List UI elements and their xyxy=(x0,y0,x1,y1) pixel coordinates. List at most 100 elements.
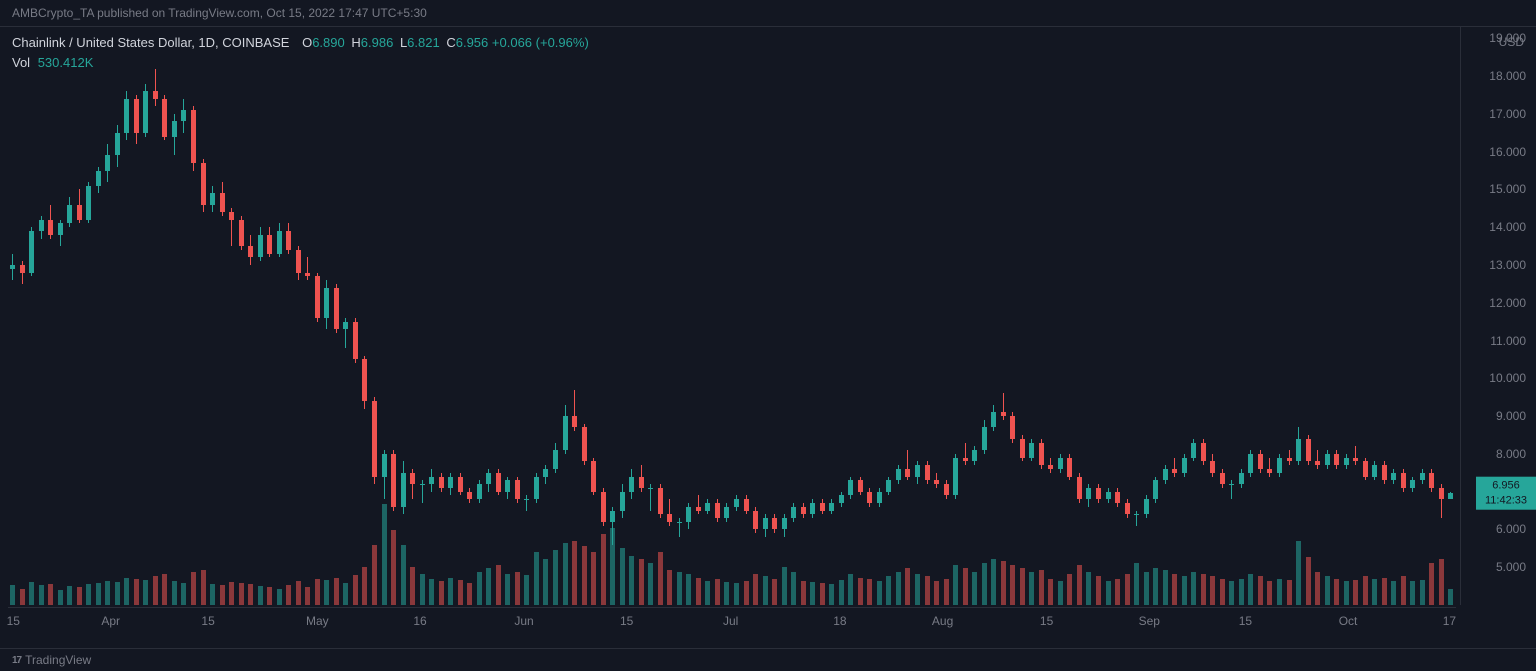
y-tick-label: 6.000 xyxy=(1496,522,1526,536)
volume-bar xyxy=(372,545,377,606)
volume-bar xyxy=(601,534,606,606)
footer: 17 TradingView xyxy=(0,648,1536,671)
volume-bar xyxy=(944,579,949,605)
y-tick-label: 14.000 xyxy=(1489,220,1526,234)
volume-bar xyxy=(820,583,825,605)
volume-bar xyxy=(153,576,158,605)
volume-bar xyxy=(982,563,987,605)
volume-bar xyxy=(467,583,472,605)
pair-info-row: Chainlink / United States Dollar, 1D, CO… xyxy=(12,35,589,50)
high-value: 6.986 xyxy=(361,35,394,50)
volume-bar xyxy=(1115,579,1120,605)
volume-bar xyxy=(496,565,501,605)
x-tick-label: 15 xyxy=(7,614,20,628)
volume-bar xyxy=(1220,579,1225,605)
volume-bar xyxy=(534,552,539,605)
volume-bar xyxy=(1153,568,1158,605)
y-tick-label: 15.000 xyxy=(1489,182,1526,196)
volume-bar xyxy=(1287,580,1292,605)
volume-bar xyxy=(524,575,529,605)
volume-bar xyxy=(582,546,587,605)
volume-bar xyxy=(296,581,301,605)
volume-bar xyxy=(1382,578,1387,606)
volume-bar xyxy=(201,570,206,605)
volume-bar xyxy=(1134,563,1139,605)
volume-bar xyxy=(801,581,806,605)
x-tick-label: Jul xyxy=(723,614,738,628)
volume-bar xyxy=(1039,570,1044,605)
volume-bar xyxy=(486,568,491,605)
volume-bar xyxy=(353,575,358,605)
volume-bar xyxy=(620,548,625,605)
y-tick-label: 11.000 xyxy=(1490,334,1526,348)
volume-bar xyxy=(239,583,244,605)
volume-bar xyxy=(724,582,729,605)
volume-bar xyxy=(667,570,672,605)
y-tick-label: 8.000 xyxy=(1496,447,1526,461)
volume-bar xyxy=(1096,576,1101,605)
volume-bar xyxy=(1201,574,1206,605)
volume-bar xyxy=(1020,568,1025,605)
volume-bar xyxy=(1048,579,1053,605)
time-axis[interactable]: 15Apr15May16Jun15Jul18Aug15Sep15Oct17 xyxy=(8,607,1456,635)
y-tick-label: 12.000 xyxy=(1489,296,1526,310)
volume-bar xyxy=(782,567,787,606)
volume-bar xyxy=(1391,581,1396,605)
volume-bar xyxy=(362,567,367,606)
footer-brand: TradingView xyxy=(25,653,91,667)
x-tick-label: 18 xyxy=(833,614,846,628)
volume-bar xyxy=(515,572,520,605)
volume-bar xyxy=(48,584,53,605)
volume-bar xyxy=(162,574,167,605)
x-tick-label: Aug xyxy=(932,614,953,628)
volume-bar xyxy=(1210,576,1215,605)
volume-bar xyxy=(753,574,758,605)
volume-bar xyxy=(1067,574,1072,605)
volume-bar xyxy=(334,578,339,606)
volume-bar xyxy=(124,578,129,606)
volume-bar xyxy=(505,574,510,605)
volume-bar xyxy=(886,576,891,605)
volume-bar xyxy=(220,585,225,605)
volume-bar xyxy=(429,579,434,605)
volume-bar xyxy=(181,583,186,605)
volume-bar xyxy=(972,572,977,605)
volume-bar xyxy=(248,584,253,605)
volume-value: 530.412K xyxy=(38,55,94,70)
price-axis[interactable]: USD 19.00018.00017.00016.00015.00014.000… xyxy=(1460,27,1536,605)
volume-bar xyxy=(543,559,548,605)
volume-bar xyxy=(1363,576,1368,605)
volume-row: Vol 530.412K xyxy=(12,55,93,70)
x-tick-label: 17 xyxy=(1443,614,1456,628)
volume-bar xyxy=(1191,572,1196,605)
candlestick-plot[interactable] xyxy=(8,27,1456,605)
volume-bar xyxy=(705,581,710,605)
volume-bar xyxy=(905,568,910,605)
volume-bar xyxy=(1401,576,1406,605)
volume-bar xyxy=(1344,581,1349,605)
y-tick-label: 5.000 xyxy=(1496,560,1526,574)
volume-bar xyxy=(1001,561,1006,605)
volume-bar xyxy=(896,572,901,605)
volume-bar xyxy=(553,550,558,605)
volume-bar xyxy=(915,574,920,605)
volume-bar xyxy=(420,574,425,605)
y-tick-label: 17.000 xyxy=(1489,107,1526,121)
open-value: 6.890 xyxy=(312,35,345,50)
volume-bar xyxy=(848,574,853,605)
volume-bar xyxy=(867,579,872,605)
volume-bar xyxy=(143,580,148,605)
volume-bar xyxy=(1125,574,1130,605)
volume-bar xyxy=(1258,576,1263,605)
x-tick-label: Apr xyxy=(101,614,120,628)
volume-bar xyxy=(772,579,777,605)
volume-bar xyxy=(315,579,320,605)
volume-bar xyxy=(286,585,291,605)
volume-bar xyxy=(324,580,329,605)
attribution-header: AMBCrypto_TA published on TradingView.co… xyxy=(0,0,1536,27)
volume-bar xyxy=(115,582,120,605)
volume-bar xyxy=(1239,579,1244,605)
volume-bar xyxy=(267,587,272,605)
volume-bar xyxy=(1077,565,1082,605)
volume-bar xyxy=(934,581,939,605)
